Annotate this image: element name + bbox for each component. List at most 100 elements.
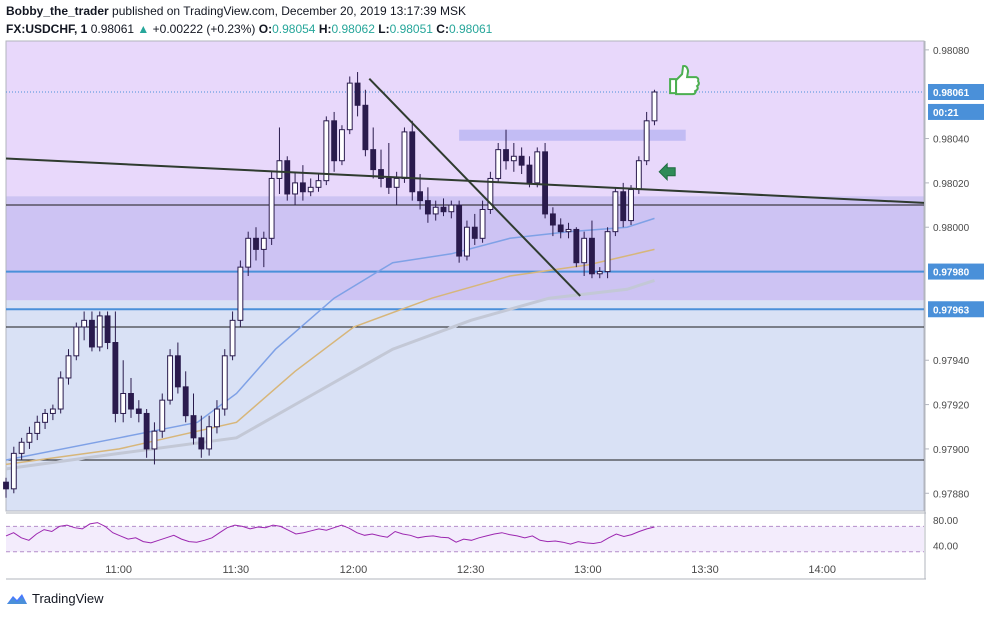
time-tick-label: 12:00 [340, 564, 368, 576]
candle [339, 129, 345, 162]
time-tick-label: 13:30 [691, 564, 719, 576]
brand-name: TradingView [32, 591, 104, 606]
publish-info: Bobby_the_trader published on TradingVie… [6, 4, 466, 18]
candle [18, 441, 25, 454]
candle [292, 182, 298, 195]
candle [432, 206, 439, 215]
price-badge [928, 263, 984, 280]
left-arrow-icon [658, 162, 676, 182]
time-tick-label: 14:00 [808, 564, 836, 576]
candle [581, 237, 588, 264]
candle [182, 386, 189, 417]
rsi-tick-label: 40.00 [933, 541, 958, 552]
candle [331, 120, 338, 162]
candle [299, 182, 306, 193]
candle [237, 266, 244, 321]
candle [214, 408, 220, 428]
candle [65, 355, 72, 379]
candle [589, 237, 595, 275]
candle [393, 177, 400, 188]
candle [206, 426, 213, 450]
high-value: 0.98062 [331, 22, 375, 36]
candle [229, 319, 236, 357]
trend-line [5, 157, 925, 204]
candle [135, 408, 142, 414]
candle [245, 237, 252, 268]
candle [487, 177, 494, 210]
candle [315, 180, 322, 188]
candle [479, 208, 486, 239]
candle [596, 271, 603, 275]
candle [307, 186, 314, 193]
candle [557, 224, 564, 233]
candle [284, 160, 291, 195]
candle [96, 315, 103, 348]
author-name[interactable]: Bobby_the_trader [6, 4, 109, 18]
candle [73, 326, 80, 357]
tradingview-brand[interactable]: TradingView [6, 591, 104, 606]
candle [409, 131, 416, 193]
price-badge [928, 301, 984, 318]
price-change: +0.00222 (+0.23%) [152, 22, 256, 36]
candle [34, 421, 41, 434]
candle [323, 120, 330, 182]
candle [120, 393, 127, 414]
candle [143, 412, 150, 450]
price-tick-label: 0.97880 [933, 489, 970, 500]
candle [10, 452, 17, 490]
candle [49, 408, 56, 414]
candle [573, 228, 580, 264]
candle [151, 430, 158, 450]
time-tick-label: 11:30 [222, 564, 249, 576]
price-badge-label: 0.97980 [933, 268, 970, 279]
price-tick-label: 0.98020 [933, 179, 970, 190]
last-price: 0.98061 [90, 22, 135, 36]
candle [534, 151, 541, 184]
candle [128, 393, 134, 410]
candle [221, 355, 228, 410]
rsi-tick-label: 80.00 [933, 516, 958, 527]
candle [104, 315, 111, 344]
candle [417, 191, 423, 202]
candle [385, 177, 392, 188]
candle [260, 237, 267, 250]
price-badge-label: 0.98061 [933, 88, 970, 99]
candle [471, 226, 478, 239]
candle [510, 155, 517, 162]
candle [456, 204, 463, 257]
price-badge-label: 0.97963 [933, 305, 970, 316]
open-value: 0.98054 [272, 22, 316, 36]
zone-upper [6, 41, 924, 197]
candle [81, 319, 88, 328]
candle [174, 355, 181, 388]
price-tick-label: 0.98000 [933, 223, 970, 234]
candle [651, 91, 658, 122]
price-tick-label: 0.97920 [933, 401, 970, 412]
symbol-label: FX:USDCHF, 1 [6, 22, 88, 36]
candle [89, 319, 95, 348]
candle [354, 82, 361, 106]
candle [378, 169, 384, 179]
candle [370, 149, 377, 171]
thumbs-up-icon [669, 64, 700, 96]
candle [362, 104, 369, 151]
moving-average-ma-mid [5, 248, 655, 466]
candle [464, 226, 470, 257]
low-value: 0.98051 [389, 22, 433, 36]
candle [346, 82, 353, 131]
price-tick-label: 0.97900 [933, 445, 970, 456]
close-value: 0.98061 [448, 22, 493, 36]
candle [112, 342, 119, 414]
price-badge [928, 103, 984, 120]
published-text: published on TradingView.com, December 2… [112, 4, 467, 18]
candle [542, 151, 549, 215]
candle [549, 213, 556, 226]
price-tick-label: 0.98080 [933, 46, 970, 57]
close-label: C: [436, 22, 449, 36]
candle [3, 481, 9, 490]
chart-frame [5, 40, 925, 512]
candle [495, 149, 502, 179]
candle [503, 149, 509, 162]
candle [628, 189, 634, 222]
